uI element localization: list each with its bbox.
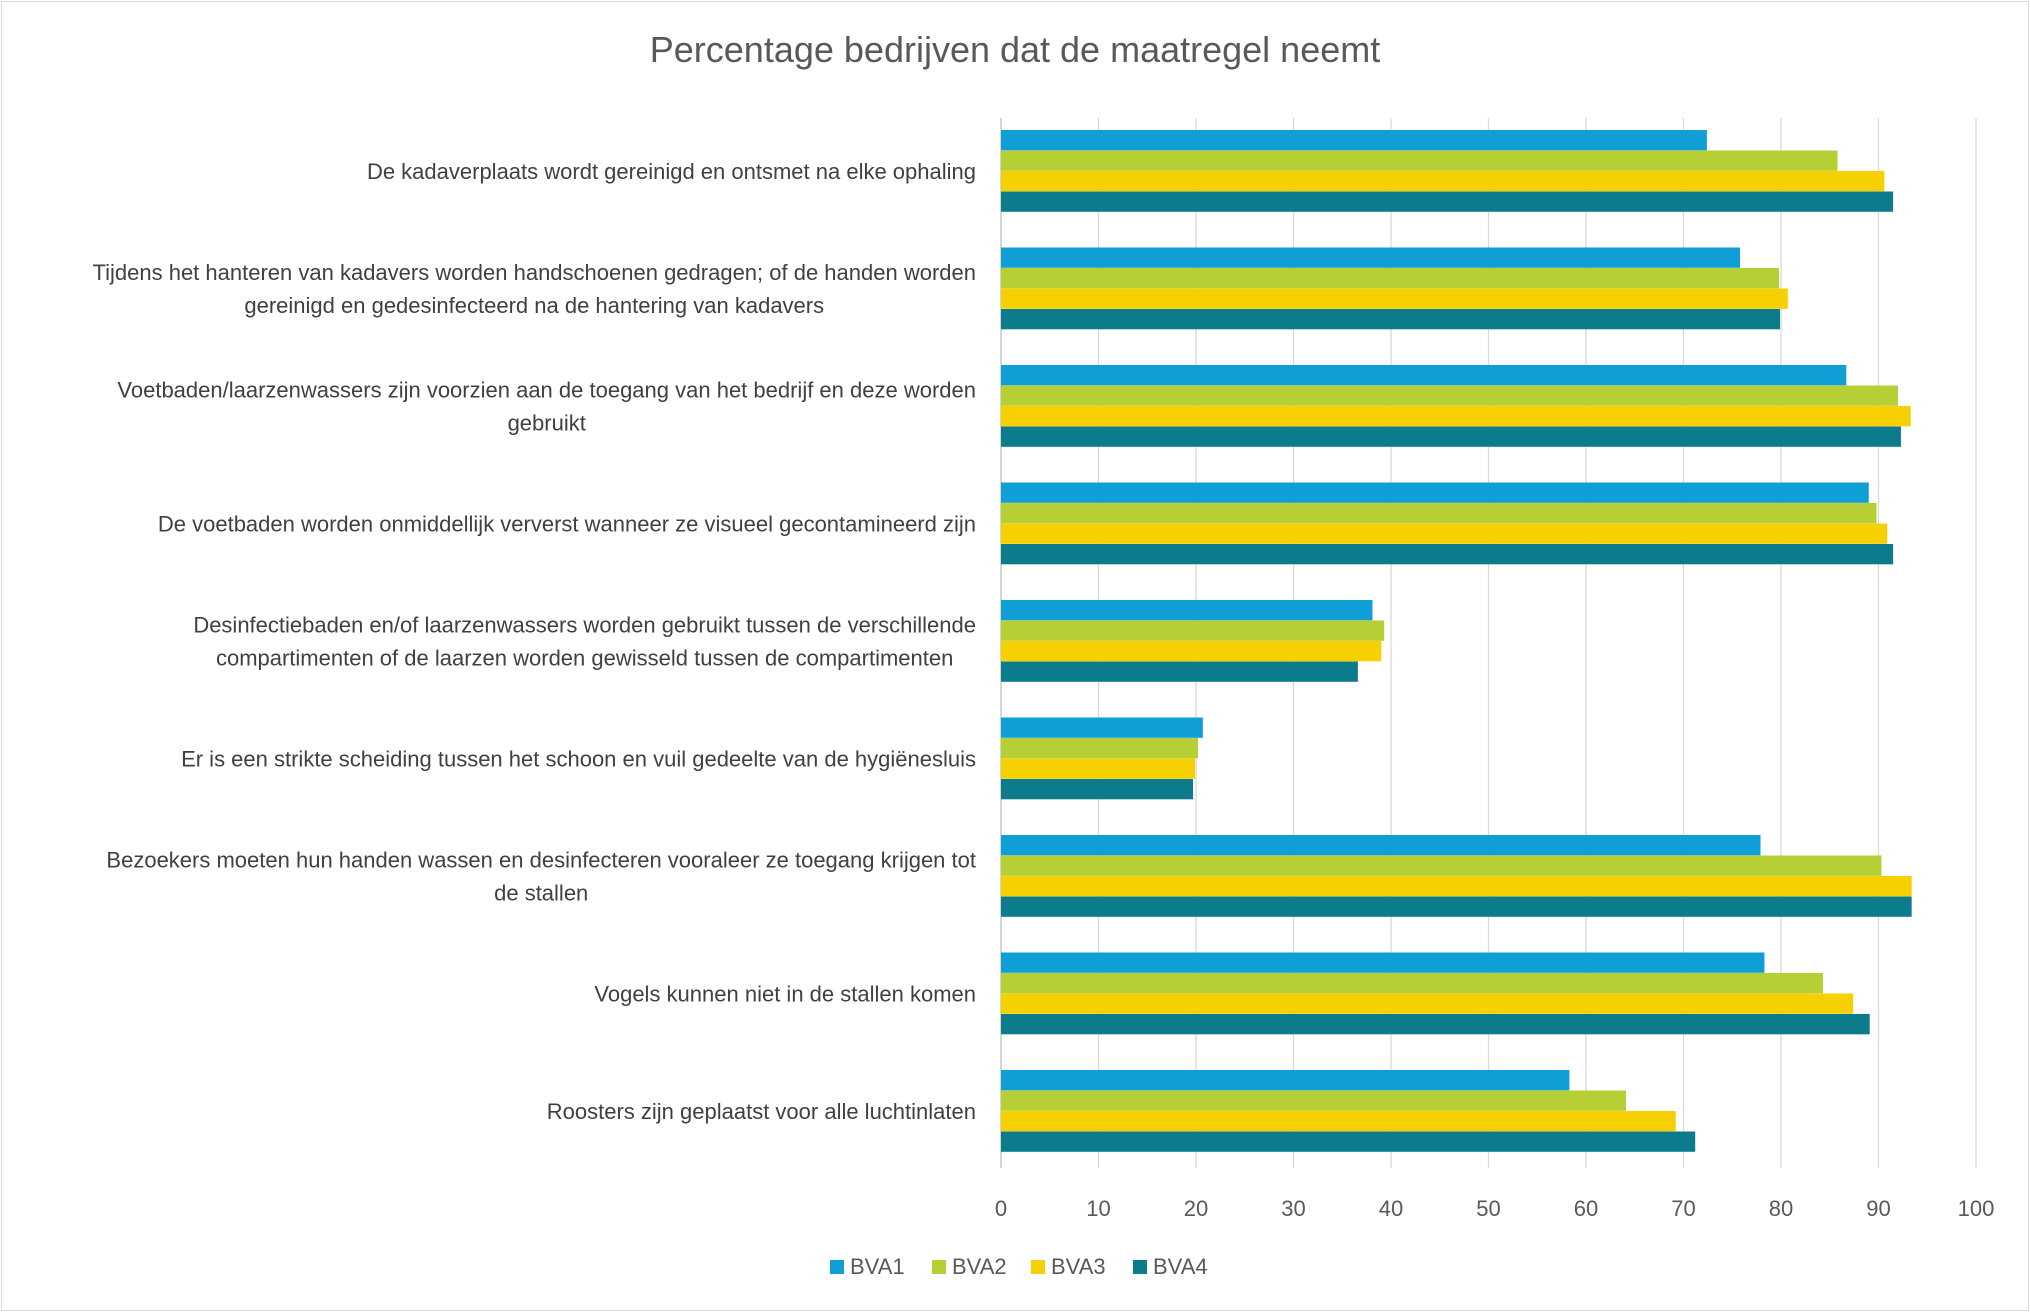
legend-swatch (1031, 1260, 1045, 1274)
bar-bva2-2 (1001, 268, 1780, 289)
bar-bva1-8 (1001, 952, 1765, 973)
legend-label: BVA4 (1153, 1254, 1208, 1279)
category-label: De kadaverplaats wordt gereinigd en onts… (367, 159, 976, 184)
x-tick-label: 30 (1281, 1196, 1305, 1221)
bar-bva4-4 (1001, 544, 1894, 565)
legend: BVA1 BVA2 BVA3 BVA4 (830, 1254, 1208, 1279)
bar-bva2-9 (1001, 1090, 1626, 1111)
x-tick-label: 40 (1379, 1196, 1403, 1221)
bar-bva4-6 (1001, 779, 1194, 800)
legend-swatch (1133, 1260, 1147, 1274)
bar-bva4-8 (1001, 1014, 1870, 1035)
category-label: Voetbaden/laarzenwassers zijn voorzien a… (117, 377, 976, 435)
legend-swatch (830, 1260, 844, 1274)
x-tick-label: 90 (1866, 1196, 1890, 1221)
bar-bva4-2 (1001, 309, 1781, 330)
category-label: De voetbaden worden onmiddellijk ververs… (158, 511, 976, 536)
x-tick-label: 80 (1769, 1196, 1793, 1221)
bars (1001, 130, 1912, 1152)
bar-bva3-8 (1001, 993, 1854, 1014)
bar-bva2-8 (1001, 973, 1823, 994)
bar-bva1-7 (1001, 835, 1761, 856)
bar-bva4-3 (1001, 426, 1901, 447)
x-tick-label: 70 (1671, 1196, 1695, 1221)
bar-bva1-9 (1001, 1070, 1570, 1091)
x-tick-label: 0 (995, 1196, 1007, 1221)
category-label: Bezoekers moeten hun handen wassen en de… (106, 847, 976, 905)
bar-bva4-5 (1001, 661, 1358, 682)
chart-title: Percentage bedrijven dat de maatregel ne… (650, 29, 1380, 70)
bar-bva2-7 (1001, 855, 1882, 876)
legend-label: BVA1 (850, 1254, 905, 1279)
x-tick-label: 50 (1476, 1196, 1500, 1221)
category-label: Tijdens het hanteren van kadavers worden… (93, 260, 977, 318)
category-label: Er is een strikte scheiding tussen het s… (181, 746, 976, 771)
x-tick-label: 60 (1574, 1196, 1598, 1221)
legend-item-bva2: BVA2 (932, 1254, 1007, 1279)
category-label: Roosters zijn geplaatst voor alle luchti… (547, 1099, 976, 1124)
legend-item-bva3: BVA3 (1031, 1254, 1106, 1279)
legend-item-bva1: BVA1 (830, 1254, 905, 1279)
bar-bva1-1 (1001, 130, 1707, 151)
x-tick-label: 100 (1958, 1196, 1995, 1221)
bar-bva4-7 (1001, 896, 1912, 917)
bar-bva1-4 (1001, 482, 1869, 503)
x-tick-label: 20 (1184, 1196, 1208, 1221)
bar-bva3-7 (1001, 876, 1912, 897)
category-label: Vogels kunnen niet in de stallen komen (594, 981, 976, 1006)
bar-bva3-3 (1001, 406, 1911, 427)
category-labels: De kadaverplaats wordt gereinigd en onts… (93, 159, 977, 1124)
x-axis-ticks: 0 10 20 30 40 50 60 70 80 90 100 (995, 1196, 1994, 1221)
x-tick-label: 10 (1086, 1196, 1110, 1221)
bar-bva1-5 (1001, 600, 1373, 621)
bar-bva2-6 (1001, 738, 1198, 759)
bar-bva3-5 (1001, 641, 1382, 662)
bar-bva2-3 (1001, 385, 1898, 406)
legend-label: BVA3 (1051, 1254, 1106, 1279)
bar-bva4-9 (1001, 1131, 1696, 1152)
bar-bva2-1 (1001, 150, 1838, 171)
legend-item-bva4: BVA4 (1133, 1254, 1208, 1279)
legend-swatch (932, 1260, 946, 1274)
bar-bva1-6 (1001, 717, 1203, 738)
bar-bva1-3 (1001, 365, 1847, 386)
legend-label: BVA2 (952, 1254, 1007, 1279)
bar-bva3-1 (1001, 171, 1885, 192)
bar-bva2-4 (1001, 503, 1877, 524)
bar-bva3-9 (1001, 1111, 1676, 1132)
bar-bva3-4 (1001, 523, 1888, 544)
bar-bva1-2 (1001, 247, 1741, 268)
category-label: Desinfectiebaden en/of laarzenwassers wo… (193, 612, 976, 670)
bar-bva3-2 (1001, 288, 1788, 309)
bar-bva2-5 (1001, 620, 1385, 641)
bar-bva4-1 (1001, 191, 1894, 212)
bar-bva3-6 (1001, 758, 1196, 779)
